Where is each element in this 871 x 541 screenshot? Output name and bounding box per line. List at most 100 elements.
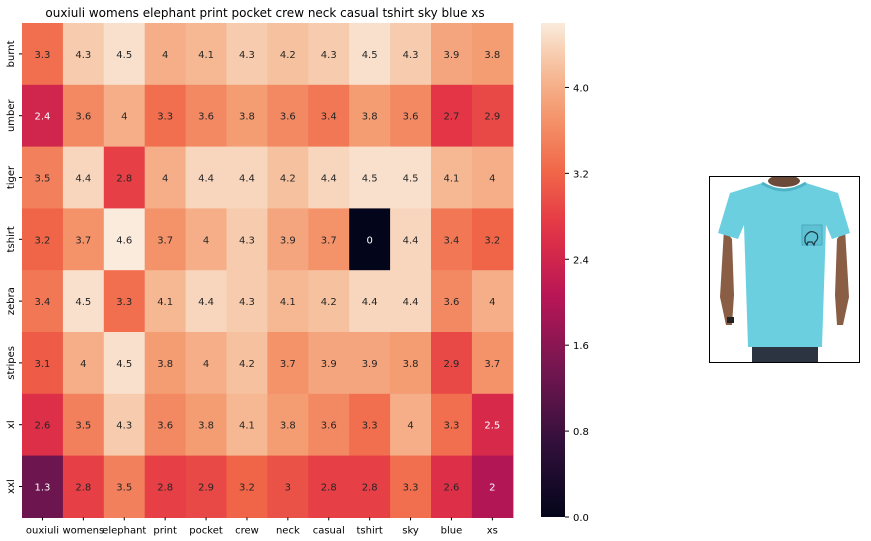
cell-value-label: 4 (162, 174, 168, 185)
cell-value-label: 2.8 (116, 174, 132, 185)
cell-value-label: 3.3 (362, 421, 378, 432)
cell-value-label: 3.7 (280, 359, 296, 370)
cell-value-label: 2.6 (443, 483, 459, 494)
y-tick-label: zebra (6, 287, 17, 315)
chart-title: ouxiuli womens elephant print pocket cre… (45, 6, 484, 20)
heatmap-cell (62, 270, 105, 333)
colorbar (541, 23, 565, 517)
cell-value-label: 4.4 (198, 297, 214, 308)
cell-value-label: 3.5 (116, 483, 132, 494)
heatmap-cell (431, 270, 473, 333)
heatmap-cell (144, 84, 187, 148)
heatmap-cell (349, 393, 391, 457)
heatmap-cell (390, 84, 432, 148)
cell-value-label: 4.5 (362, 174, 378, 185)
heatmap-cell (226, 455, 268, 518)
cell-value-label: 3.5 (34, 174, 50, 185)
y-tick-label: xxl (6, 479, 17, 494)
heatmap-cell (308, 332, 350, 395)
cell-value-label: 3.7 (484, 359, 500, 370)
x-tick-label: sky (402, 525, 419, 536)
cell-value-label: 4.1 (198, 50, 214, 61)
cell-value-label: 3.9 (362, 359, 378, 370)
heatmap-cell (103, 332, 146, 395)
cell-value-label: 2.9 (198, 483, 214, 494)
heatmap-cell (471, 23, 514, 86)
heatmap-cell (62, 23, 105, 86)
heatmap-cell (185, 146, 228, 209)
heatmap-cell (471, 146, 514, 209)
cell-value-label: 3.6 (280, 112, 296, 123)
cell-value-label: 4.3 (403, 50, 419, 61)
heatmap-cell (390, 23, 432, 86)
cell-value-label: 3.1 (34, 359, 50, 370)
heatmap-cell (267, 270, 309, 333)
cell-value-label: 3.3 (116, 297, 132, 308)
heatmap-cell (144, 23, 187, 86)
heatmap-cell (431, 23, 473, 86)
heatmap-cell (62, 455, 105, 518)
heatmap-cell (308, 270, 350, 333)
cell-value-label: 4 (203, 359, 209, 370)
heatmap-cell (267, 23, 309, 86)
cell-value-label: 2.8 (362, 483, 378, 494)
cell-value-label: 3.6 (321, 421, 337, 432)
heatmap-cell (103, 208, 146, 271)
heatmap-cell (185, 455, 228, 518)
heatmap-cell (390, 146, 432, 209)
x-tick-label: pocket (189, 525, 223, 536)
heatmap-cell (226, 332, 268, 395)
heatmap-cell (22, 146, 64, 209)
heatmap-cell (267, 208, 309, 271)
cell-value-label: 3.4 (443, 235, 459, 246)
heatmap-cell (62, 393, 105, 457)
cell-value-label: 4.5 (116, 50, 132, 61)
heatmap-cell (144, 393, 187, 457)
colorbar-ticks: 0.0 0.8 1.6 2.4 3.2 4.0 (565, 83, 589, 524)
y-tick-label: xl (6, 420, 17, 429)
cell-value-label: 4.3 (239, 50, 255, 61)
heatmap-cell (226, 146, 268, 209)
heatmap-cell (308, 455, 350, 518)
heatmap-cell (471, 208, 514, 271)
cell-value-label: 4.2 (280, 50, 296, 61)
cell-value-label: 3.5 (75, 421, 91, 432)
cell-value-label: 4.4 (362, 297, 378, 308)
heatmap-cell (308, 84, 350, 148)
heatmap-cell (431, 393, 473, 457)
heatmap-cell (226, 23, 268, 86)
x-tick-label: ouxiuli (26, 525, 59, 536)
colorbar-tick-label: 3.2 (573, 169, 589, 180)
y-axis-labels: burnt umber tiger tshirt zebra stripes xl xxl (6, 40, 22, 494)
cell-value-label: 4.2 (321, 297, 337, 308)
heatmap-cell (308, 208, 350, 271)
cell-value-label: 4.1 (443, 174, 459, 185)
tshirt-photo-icon (718, 175, 850, 362)
cell-value-label: 3.9 (280, 235, 296, 246)
heatmap-cell (390, 270, 432, 333)
heatmap-cell (103, 84, 146, 148)
cell-value-label: 3.6 (443, 297, 459, 308)
heatmap-cell (349, 208, 391, 271)
cell-value-label: 3.3 (34, 50, 50, 61)
colorbar-tick-label: 0.8 (573, 427, 589, 438)
heatmap-cell (103, 23, 146, 86)
heatmap-cell (185, 208, 228, 271)
heatmap-cell (144, 455, 187, 518)
x-tick-label: print (153, 525, 177, 536)
cell-value-label: 3.8 (362, 112, 378, 123)
cell-value-label: 3.6 (75, 112, 91, 123)
heatmap-cell (471, 332, 514, 395)
cell-value-label: 3.4 (321, 112, 337, 123)
colorbar-tick-label: 2.4 (573, 255, 589, 266)
cell-value-label: 4.4 (403, 297, 419, 308)
heatmap-cell (62, 146, 105, 209)
heatmap-cell (22, 270, 64, 333)
heatmap-cell (22, 332, 64, 395)
cell-value-label: 2 (489, 483, 495, 494)
y-tick-label: stripes (6, 346, 17, 380)
heatmap-cell (349, 23, 391, 86)
colorbar-tick-label: 0.0 (573, 513, 589, 524)
x-tick-label: elephant (102, 525, 146, 536)
